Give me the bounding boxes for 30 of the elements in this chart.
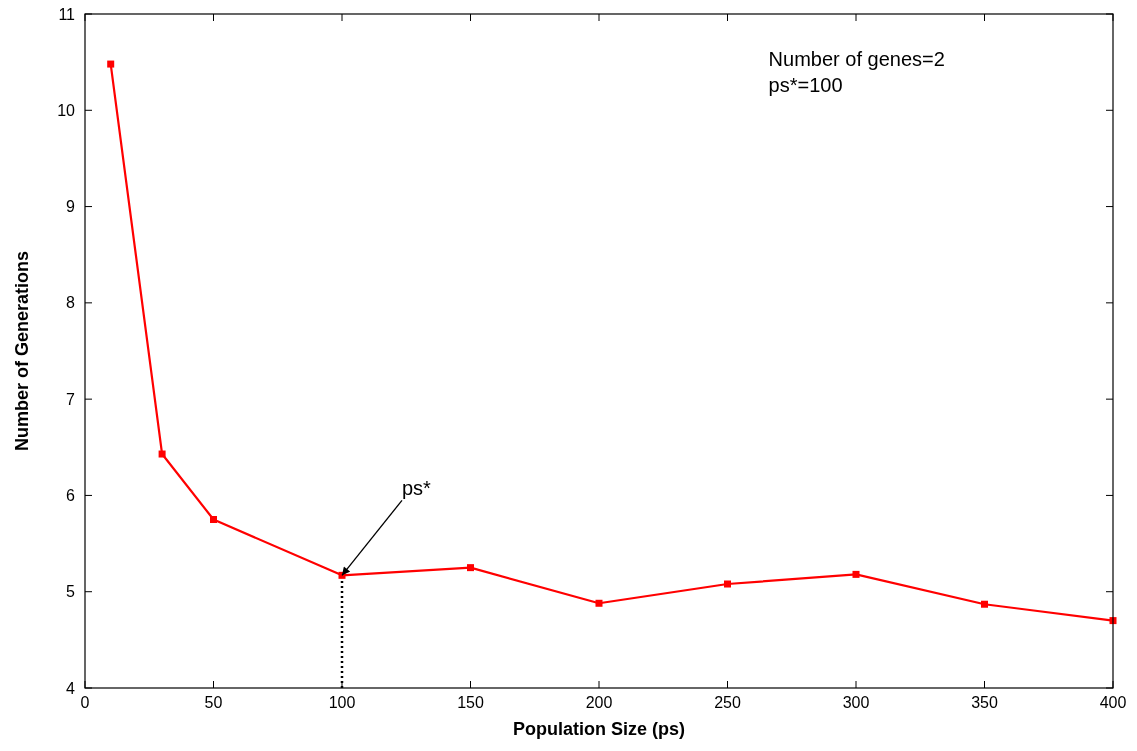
point [852,570,860,578]
y-tick-label: 11 [58,5,76,23]
y-tick-label: 8 [66,294,76,312]
y-tick-label: 7 [66,390,76,408]
x-tick-label: 200 [585,694,613,711]
x-axis-title: Population Size (ps) [512,719,686,739]
x-tick-label: 400 [1099,694,1127,711]
y-tick-label: 10 [57,101,76,119]
x-tick-label: 300 [842,694,870,711]
point [981,600,988,608]
x-tick-label: 50 [204,694,223,711]
annotation: ps* [402,477,432,500]
x-tick-label: 150 [457,694,484,711]
point [107,60,115,68]
x-tick-label: 350 [971,694,998,711]
y-tick-label: 4 [66,679,76,697]
annotation: Number of genes=2 [768,48,945,70]
y-tick-label: 5 [66,583,76,601]
point [210,516,217,523]
x-tick-label: 100 [328,694,356,711]
annotation: ps*=100 [768,74,843,96]
y-tick-label: 6 [66,487,76,505]
x-tick-label: 250 [714,694,741,711]
y-axis-title: Number of Generations [12,250,32,452]
point [467,564,474,572]
y-tick-label: 9 [66,198,76,216]
x-tick-label: 0 [80,694,90,711]
point [595,599,603,607]
point [724,580,731,588]
point [158,450,166,458]
